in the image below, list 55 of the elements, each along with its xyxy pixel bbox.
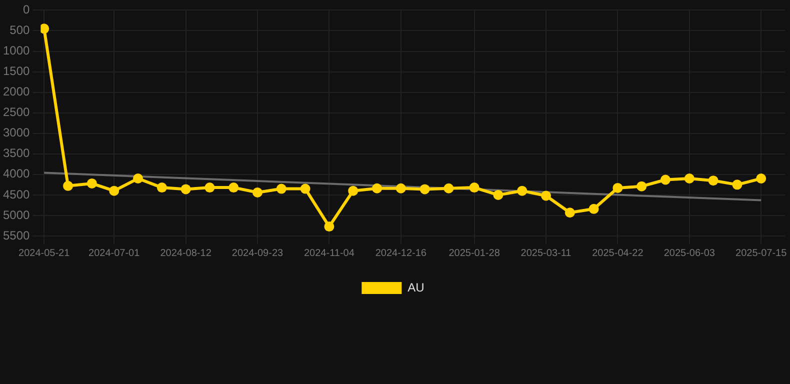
- y-tick-label: 1000: [2, 44, 30, 58]
- y-tick-label: 2000: [2, 84, 30, 99]
- point: [636, 181, 647, 192]
- y-tick-label: 0: [23, 2, 30, 17]
- point: [588, 204, 599, 214]
- point: [708, 176, 718, 186]
- y-tick-label: 5500: [2, 228, 30, 242]
- point: [133, 174, 143, 184]
- point: [228, 182, 239, 193]
- point: [756, 174, 766, 184]
- y-tick-label: 1500: [2, 64, 30, 78]
- point: [86, 178, 97, 188]
- y-tick-label: 4500: [2, 187, 30, 202]
- point: [109, 186, 120, 196]
- point: [180, 184, 191, 194]
- point: [372, 183, 382, 194]
- y-tick-label: 500: [10, 23, 30, 38]
- point: [444, 183, 454, 194]
- point: [612, 182, 623, 193]
- point: [348, 186, 358, 196]
- point: [276, 184, 286, 194]
- point: [564, 208, 575, 218]
- point: [204, 182, 215, 193]
- y-tick-label: 5000: [2, 208, 30, 222]
- x-tick-label: 2025-07-15: [736, 248, 788, 259]
- point: [684, 174, 694, 184]
- point: [252, 187, 262, 198]
- x-tick-label: 2024-05-21: [18, 248, 70, 259]
- x-tick-label: 2024-09-23: [232, 248, 284, 259]
- point: [493, 190, 504, 200]
- point: [660, 174, 670, 185]
- x-tick-label: 2024-11-04: [304, 248, 355, 259]
- y-tick-label: 2500: [2, 105, 30, 120]
- point: [469, 182, 480, 193]
- x-tick-label: 2024-07-01: [88, 248, 140, 259]
- legend-label: AU: [408, 280, 424, 294]
- y-tick-label: 4000: [2, 166, 30, 181]
- point: [517, 186, 528, 196]
- y-tick-label: 3500: [2, 146, 30, 160]
- point: [63, 180, 74, 191]
- x-tick-label: 2025-04-22: [592, 248, 644, 259]
- point: [541, 190, 552, 201]
- point: [324, 222, 334, 232]
- x-tick-label: 2025-06-03: [664, 248, 716, 259]
- point: [40, 24, 50, 34]
- x-tick-label: 2025-03-11: [520, 248, 572, 259]
- point: [396, 183, 406, 194]
- x-tick-label: 2024-12-16: [375, 248, 427, 259]
- point: [420, 184, 430, 194]
- x-tick-label: 2025-01-28: [448, 248, 500, 259]
- point: [732, 180, 742, 190]
- point: [300, 184, 310, 194]
- point: [156, 182, 167, 193]
- y-tick-label: 3000: [2, 126, 30, 140]
- x-tick-label: 2024-08-12: [160, 248, 212, 259]
